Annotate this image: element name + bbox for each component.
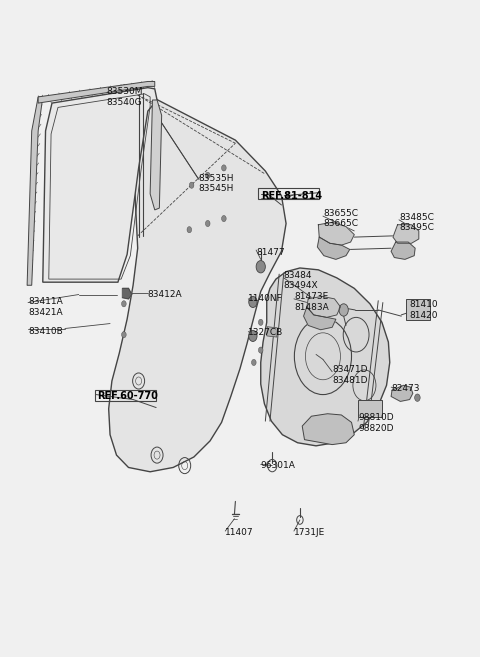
Text: REF.60-770: REF.60-770 [97, 392, 158, 401]
Text: 96301A: 96301A [261, 461, 296, 470]
Circle shape [258, 347, 263, 353]
Text: 83410B: 83410B [28, 327, 63, 336]
Text: 83411A
83421A: 83411A 83421A [28, 297, 63, 317]
Polygon shape [318, 222, 354, 245]
Circle shape [258, 319, 263, 325]
Polygon shape [261, 268, 390, 446]
Text: 11407: 11407 [225, 528, 254, 537]
Circle shape [256, 261, 265, 273]
Polygon shape [150, 100, 162, 210]
Text: 81410
81420: 81410 81420 [409, 300, 438, 320]
Circle shape [222, 165, 226, 171]
Circle shape [222, 215, 226, 221]
Circle shape [252, 359, 256, 365]
Circle shape [249, 330, 257, 342]
Circle shape [415, 394, 420, 401]
Circle shape [187, 227, 192, 233]
Polygon shape [27, 97, 43, 285]
FancyBboxPatch shape [406, 300, 430, 321]
Text: 83412A: 83412A [148, 290, 182, 299]
Circle shape [205, 221, 210, 227]
Text: 83530M
83540G: 83530M 83540G [107, 87, 143, 106]
Text: 83484
83494X: 83484 83494X [284, 271, 318, 290]
Text: 83485C
83495C: 83485C 83495C [399, 213, 434, 232]
Polygon shape [108, 89, 286, 472]
Polygon shape [317, 237, 349, 260]
Text: 1731JE: 1731JE [294, 528, 325, 537]
Polygon shape [307, 296, 340, 317]
Polygon shape [393, 225, 419, 243]
Text: 1327CB: 1327CB [248, 328, 284, 337]
Polygon shape [303, 307, 336, 330]
Circle shape [189, 182, 194, 189]
Polygon shape [302, 414, 354, 445]
Circle shape [339, 304, 348, 316]
Text: 83535H
83545H: 83535H 83545H [199, 173, 234, 193]
Text: 1140NF: 1140NF [248, 294, 283, 304]
Polygon shape [38, 81, 155, 103]
Circle shape [205, 172, 210, 179]
Text: 98810D
98820D: 98810D 98820D [358, 413, 394, 433]
Polygon shape [391, 385, 413, 401]
Polygon shape [391, 242, 415, 260]
Text: 83471D
83481D: 83471D 83481D [332, 365, 368, 384]
Text: 81473E
81483A: 81473E 81483A [294, 292, 329, 311]
Circle shape [121, 332, 126, 338]
Text: 81477: 81477 [256, 248, 285, 257]
Polygon shape [122, 288, 132, 299]
Circle shape [121, 301, 126, 307]
FancyBboxPatch shape [358, 399, 382, 417]
Polygon shape [43, 87, 157, 283]
Text: 82473: 82473 [391, 384, 420, 393]
Circle shape [249, 296, 257, 307]
Text: REF.81-814: REF.81-814 [261, 191, 322, 201]
Bar [267, 327, 277, 337]
Text: 83655C
83665C: 83655C 83665C [323, 209, 358, 228]
